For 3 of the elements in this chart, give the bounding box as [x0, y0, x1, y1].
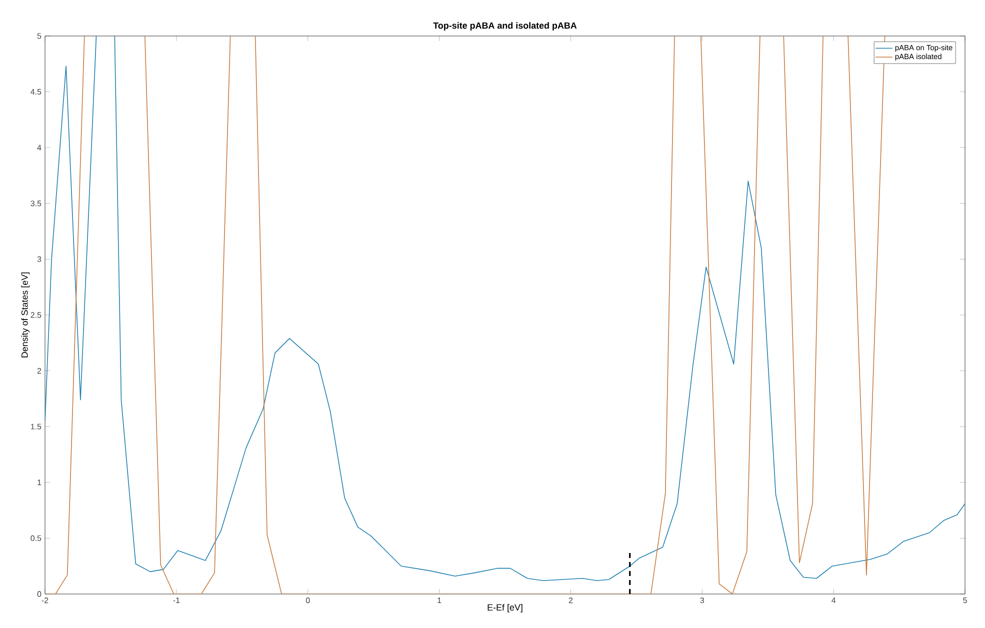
x-axis-title: E-Ef [eV] [488, 604, 522, 612]
chart-title: Top-site pABA and isolated pABA [433, 22, 577, 30]
y-axis-title: Density of States [eV] [21, 272, 30, 358]
